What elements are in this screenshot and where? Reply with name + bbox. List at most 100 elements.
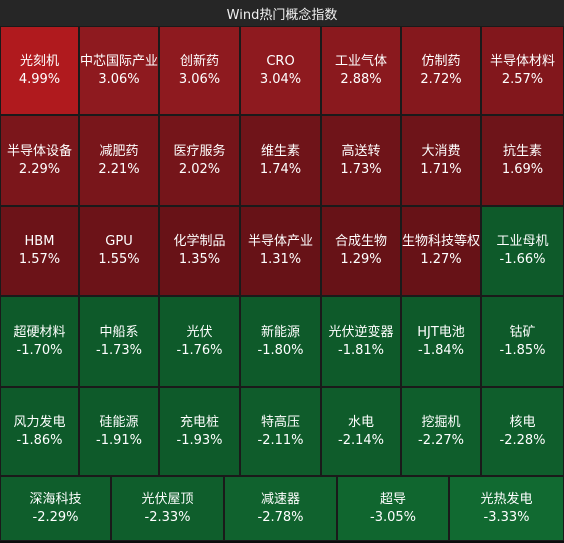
concept-tile[interactable]: 硅能源 -1.91% bbox=[79, 387, 159, 476]
concept-name: 中船系 bbox=[99, 324, 139, 340]
concept-tile[interactable]: 仿制药 2.72% bbox=[401, 26, 481, 115]
concept-name: 光伏逆变器 bbox=[328, 324, 394, 340]
concept-change: -1.85% bbox=[499, 342, 546, 358]
concept-tile[interactable]: 充电桩 -1.93% bbox=[159, 387, 240, 476]
concept-change: 1.55% bbox=[98, 252, 140, 267]
concept-name: 大消费 bbox=[421, 143, 461, 159]
concept-tile[interactable]: 生物科技等权 1.27% bbox=[401, 206, 481, 296]
concept-name: 超硬材料 bbox=[13, 324, 66, 340]
concept-change: 3.06% bbox=[98, 71, 140, 87]
concept-change: -2.29% bbox=[32, 509, 79, 525]
concept-tile[interactable]: 挖掘机 -2.27% bbox=[401, 387, 481, 476]
concept-change: -1.76% bbox=[176, 342, 223, 358]
concept-change: 1.74% bbox=[259, 161, 302, 177]
concept-change: 3.04% bbox=[259, 71, 302, 87]
concept-change: -2.11% bbox=[257, 432, 304, 448]
concept-change: 2.72% bbox=[420, 71, 462, 87]
concept-name: CRO bbox=[266, 53, 295, 69]
concept-tile[interactable]: 深海科技 -2.29% bbox=[0, 476, 111, 541]
concept-tile[interactable]: 风力发电 -1.86% bbox=[0, 387, 79, 476]
page-title: Wind热门概念指数 bbox=[226, 7, 338, 23]
concept-tile[interactable]: 特高压 -2.11% bbox=[240, 387, 321, 476]
concept-change: -3.33% bbox=[483, 509, 530, 525]
concept-tile[interactable]: 工业母机 -1.66% bbox=[481, 206, 564, 296]
concept-change: -2.27% bbox=[418, 432, 464, 448]
concept-name: 高送转 bbox=[341, 143, 381, 159]
concept-change: 2.29% bbox=[18, 161, 61, 177]
concept-change: 1.29% bbox=[340, 252, 382, 267]
concept-change: -1.80% bbox=[257, 342, 304, 358]
concept-tile[interactable]: 水电 -2.14% bbox=[321, 387, 401, 476]
concept-change: -1.81% bbox=[338, 342, 384, 358]
concept-tile[interactable]: HBM 1.57% bbox=[0, 206, 79, 296]
concept-name: 创新药 bbox=[179, 53, 219, 69]
concept-change: -2.78% bbox=[257, 509, 304, 525]
concept-name: GPU bbox=[105, 234, 133, 249]
concept-change: 2.88% bbox=[340, 71, 382, 87]
concept-tile[interactable]: 中芯国际产业 3.06% bbox=[79, 26, 159, 115]
concept-change: -3.05% bbox=[370, 509, 416, 525]
concept-tile[interactable]: 钴矿 -1.85% bbox=[481, 296, 564, 387]
concept-change: -1.70% bbox=[16, 342, 63, 358]
concept-tile[interactable]: 光伏 -1.76% bbox=[159, 296, 240, 387]
concept-name: 生物科技等权 bbox=[402, 234, 481, 249]
concept-name: 特高压 bbox=[260, 414, 300, 430]
concept-name: 超导 bbox=[379, 491, 406, 507]
concept-tile[interactable]: 减速器 -2.78% bbox=[224, 476, 337, 541]
concept-tile[interactable]: 光刻机 4.99% bbox=[0, 26, 79, 115]
concept-tile[interactable]: 新能源 -1.80% bbox=[240, 296, 321, 387]
concept-name: 减速器 bbox=[260, 491, 300, 507]
concept-name: 化学制品 bbox=[173, 234, 226, 249]
concept-tile[interactable]: 大消费 1.71% bbox=[401, 115, 481, 206]
concept-change: 2.57% bbox=[501, 71, 544, 87]
concept-name: 抗生素 bbox=[502, 143, 542, 159]
concept-name: 半导体设备 bbox=[6, 143, 72, 159]
concept-name: 合成生物 bbox=[334, 234, 387, 249]
concept-change: 3.06% bbox=[178, 71, 221, 87]
concept-name: 充电桩 bbox=[179, 414, 219, 430]
concept-tile[interactable]: 超导 -3.05% bbox=[337, 476, 449, 541]
concept-change: -1.73% bbox=[96, 342, 142, 358]
concept-change: 1.57% bbox=[18, 252, 61, 267]
concept-name: 硅能源 bbox=[99, 414, 139, 430]
concept-change: 2.02% bbox=[178, 161, 221, 177]
concept-tile[interactable]: 半导体产业 1.31% bbox=[240, 206, 321, 296]
concept-tile[interactable]: 化学制品 1.35% bbox=[159, 206, 240, 296]
concept-tile[interactable]: 减肥药 2.21% bbox=[79, 115, 159, 206]
concept-tile[interactable]: 中船系 -1.73% bbox=[79, 296, 159, 387]
concept-name: HBM bbox=[24, 234, 55, 249]
concept-name: 核电 bbox=[509, 414, 536, 430]
concept-tile[interactable]: 光热发电 -3.33% bbox=[449, 476, 564, 541]
concept-change: -2.33% bbox=[144, 509, 191, 525]
concept-tile[interactable]: 光伏屋顶 -2.33% bbox=[111, 476, 224, 541]
concept-change: -2.28% bbox=[499, 432, 546, 448]
concept-tile[interactable]: 半导体材料 2.57% bbox=[481, 26, 564, 115]
concept-tile[interactable]: 超硬材料 -1.70% bbox=[0, 296, 79, 387]
concept-name: 中芯国际产业 bbox=[80, 53, 159, 69]
concept-tile[interactable]: 维生素 1.74% bbox=[240, 115, 321, 206]
concept-tile[interactable]: CRO 3.04% bbox=[240, 26, 321, 115]
concept-tile[interactable]: 核电 -2.28% bbox=[481, 387, 564, 476]
concept-tile[interactable]: 光伏逆变器 -1.81% bbox=[321, 296, 401, 387]
concept-name: 光伏屋顶 bbox=[141, 491, 194, 507]
concept-tile[interactable]: 抗生素 1.69% bbox=[481, 115, 564, 206]
concept-name: 光伏 bbox=[186, 324, 213, 340]
concept-name: 光刻机 bbox=[19, 53, 59, 69]
concept-change: 1.35% bbox=[178, 252, 221, 267]
concept-name: 维生素 bbox=[260, 143, 300, 159]
concept-name: 挖掘机 bbox=[421, 414, 461, 430]
concept-change: -1.86% bbox=[16, 432, 63, 448]
concept-change: -1.66% bbox=[499, 252, 546, 267]
concept-tile[interactable]: GPU 1.55% bbox=[79, 206, 159, 296]
header-bar: Wind热门概念指数 bbox=[0, 0, 564, 27]
concept-tile[interactable]: 工业气体 2.88% bbox=[321, 26, 401, 115]
concept-tile[interactable]: 半导体设备 2.29% bbox=[0, 115, 79, 206]
concept-tile[interactable]: 高送转 1.73% bbox=[321, 115, 401, 206]
concept-tile[interactable]: 合成生物 1.29% bbox=[321, 206, 401, 296]
concept-tile[interactable]: HJT电池 -1.84% bbox=[401, 296, 481, 387]
concept-tile[interactable]: 创新药 3.06% bbox=[159, 26, 240, 115]
concept-change: -1.91% bbox=[96, 432, 142, 448]
concept-name: 减肥药 bbox=[99, 143, 139, 159]
concept-tile[interactable]: 医疗服务 2.02% bbox=[159, 115, 240, 206]
concept-change: 1.27% bbox=[420, 252, 462, 267]
